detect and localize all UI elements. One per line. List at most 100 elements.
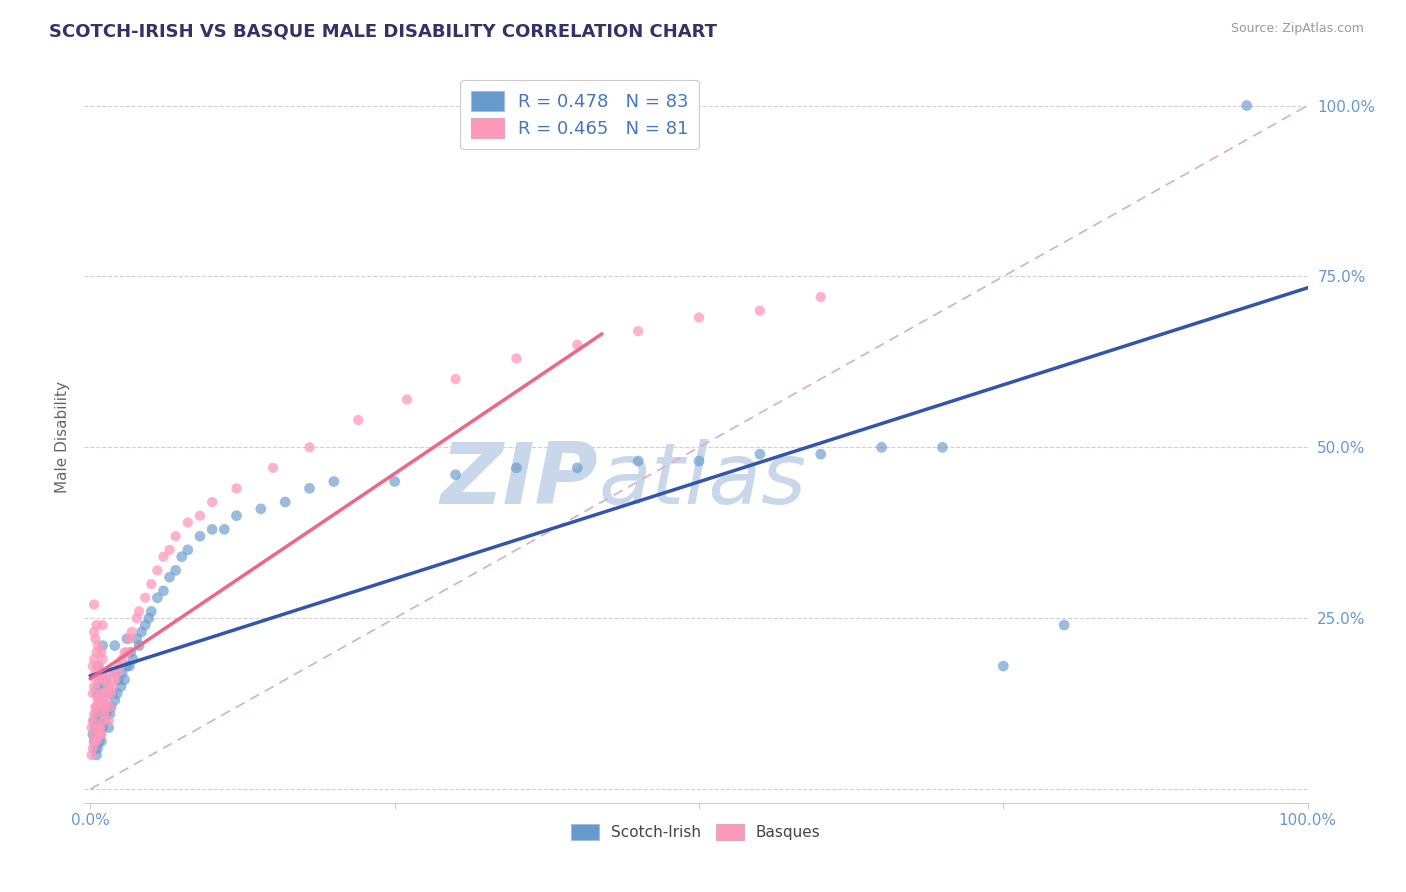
Point xyxy=(91,618,114,632)
Point xyxy=(107,673,129,687)
Point xyxy=(89,727,111,741)
Point xyxy=(138,611,160,625)
Point xyxy=(86,686,108,700)
Point xyxy=(122,652,145,666)
Point xyxy=(118,632,141,646)
Point xyxy=(104,673,127,687)
Point xyxy=(83,652,105,666)
Legend: Scotch-Irish, Basques: Scotch-Irish, Basques xyxy=(565,817,827,847)
Point xyxy=(89,721,111,735)
Point xyxy=(298,440,321,454)
Point xyxy=(91,686,114,700)
Point xyxy=(152,583,174,598)
Point xyxy=(84,721,107,735)
Point xyxy=(86,645,108,659)
Point xyxy=(567,460,589,475)
Point xyxy=(83,734,105,748)
Point xyxy=(90,734,112,748)
Point xyxy=(347,413,370,427)
Point xyxy=(84,700,107,714)
Point xyxy=(125,632,148,646)
Point xyxy=(567,338,589,352)
Point xyxy=(90,727,112,741)
Point xyxy=(201,495,224,509)
Point xyxy=(89,706,111,721)
Point xyxy=(97,686,120,700)
Point xyxy=(128,639,150,653)
Point xyxy=(146,563,169,577)
Point xyxy=(131,624,153,639)
Point xyxy=(188,508,211,523)
Point xyxy=(86,700,108,714)
Point xyxy=(83,706,105,721)
Point xyxy=(444,467,467,482)
Point xyxy=(90,673,112,687)
Point xyxy=(870,440,893,454)
Point xyxy=(134,618,156,632)
Point xyxy=(97,714,120,728)
Point xyxy=(87,721,110,735)
Point xyxy=(105,665,128,680)
Point xyxy=(91,714,114,728)
Point xyxy=(118,659,141,673)
Point xyxy=(87,659,110,673)
Point xyxy=(82,659,104,673)
Point xyxy=(810,290,832,304)
Point xyxy=(96,700,118,714)
Point xyxy=(101,686,124,700)
Point xyxy=(159,542,181,557)
Text: ZIP: ZIP xyxy=(440,440,598,523)
Point xyxy=(80,721,103,735)
Point xyxy=(165,529,187,543)
Point xyxy=(177,516,200,530)
Point xyxy=(82,741,104,756)
Point xyxy=(103,665,125,680)
Point xyxy=(83,680,105,694)
Point xyxy=(91,693,114,707)
Point xyxy=(128,604,150,618)
Point xyxy=(89,686,111,700)
Point xyxy=(90,700,112,714)
Point xyxy=(96,673,118,687)
Point xyxy=(170,549,193,564)
Point xyxy=(90,665,112,680)
Point xyxy=(82,686,104,700)
Point xyxy=(146,591,169,605)
Point xyxy=(87,693,110,707)
Point xyxy=(98,706,121,721)
Point xyxy=(93,706,115,721)
Point xyxy=(100,686,122,700)
Point xyxy=(748,303,770,318)
Point xyxy=(90,645,112,659)
Point xyxy=(91,652,114,666)
Point xyxy=(1236,98,1258,112)
Point xyxy=(110,680,132,694)
Text: Source: ZipAtlas.com: Source: ZipAtlas.com xyxy=(1230,22,1364,36)
Point xyxy=(120,645,142,659)
Point xyxy=(111,665,134,680)
Point xyxy=(114,645,136,659)
Point xyxy=(86,747,108,762)
Point xyxy=(87,680,110,694)
Point xyxy=(152,549,174,564)
Point xyxy=(225,481,247,495)
Point xyxy=(688,454,710,468)
Point xyxy=(86,706,108,721)
Point xyxy=(87,693,110,707)
Point xyxy=(100,700,122,714)
Point xyxy=(84,741,107,756)
Point xyxy=(94,680,117,694)
Point xyxy=(84,632,107,646)
Point xyxy=(1053,618,1076,632)
Point xyxy=(748,447,770,461)
Point xyxy=(83,624,105,639)
Point xyxy=(94,673,117,687)
Point xyxy=(262,460,284,475)
Point xyxy=(87,659,110,673)
Point xyxy=(322,475,344,489)
Point xyxy=(87,727,110,741)
Point xyxy=(104,665,127,680)
Point xyxy=(97,721,120,735)
Point xyxy=(86,673,108,687)
Point xyxy=(97,680,120,694)
